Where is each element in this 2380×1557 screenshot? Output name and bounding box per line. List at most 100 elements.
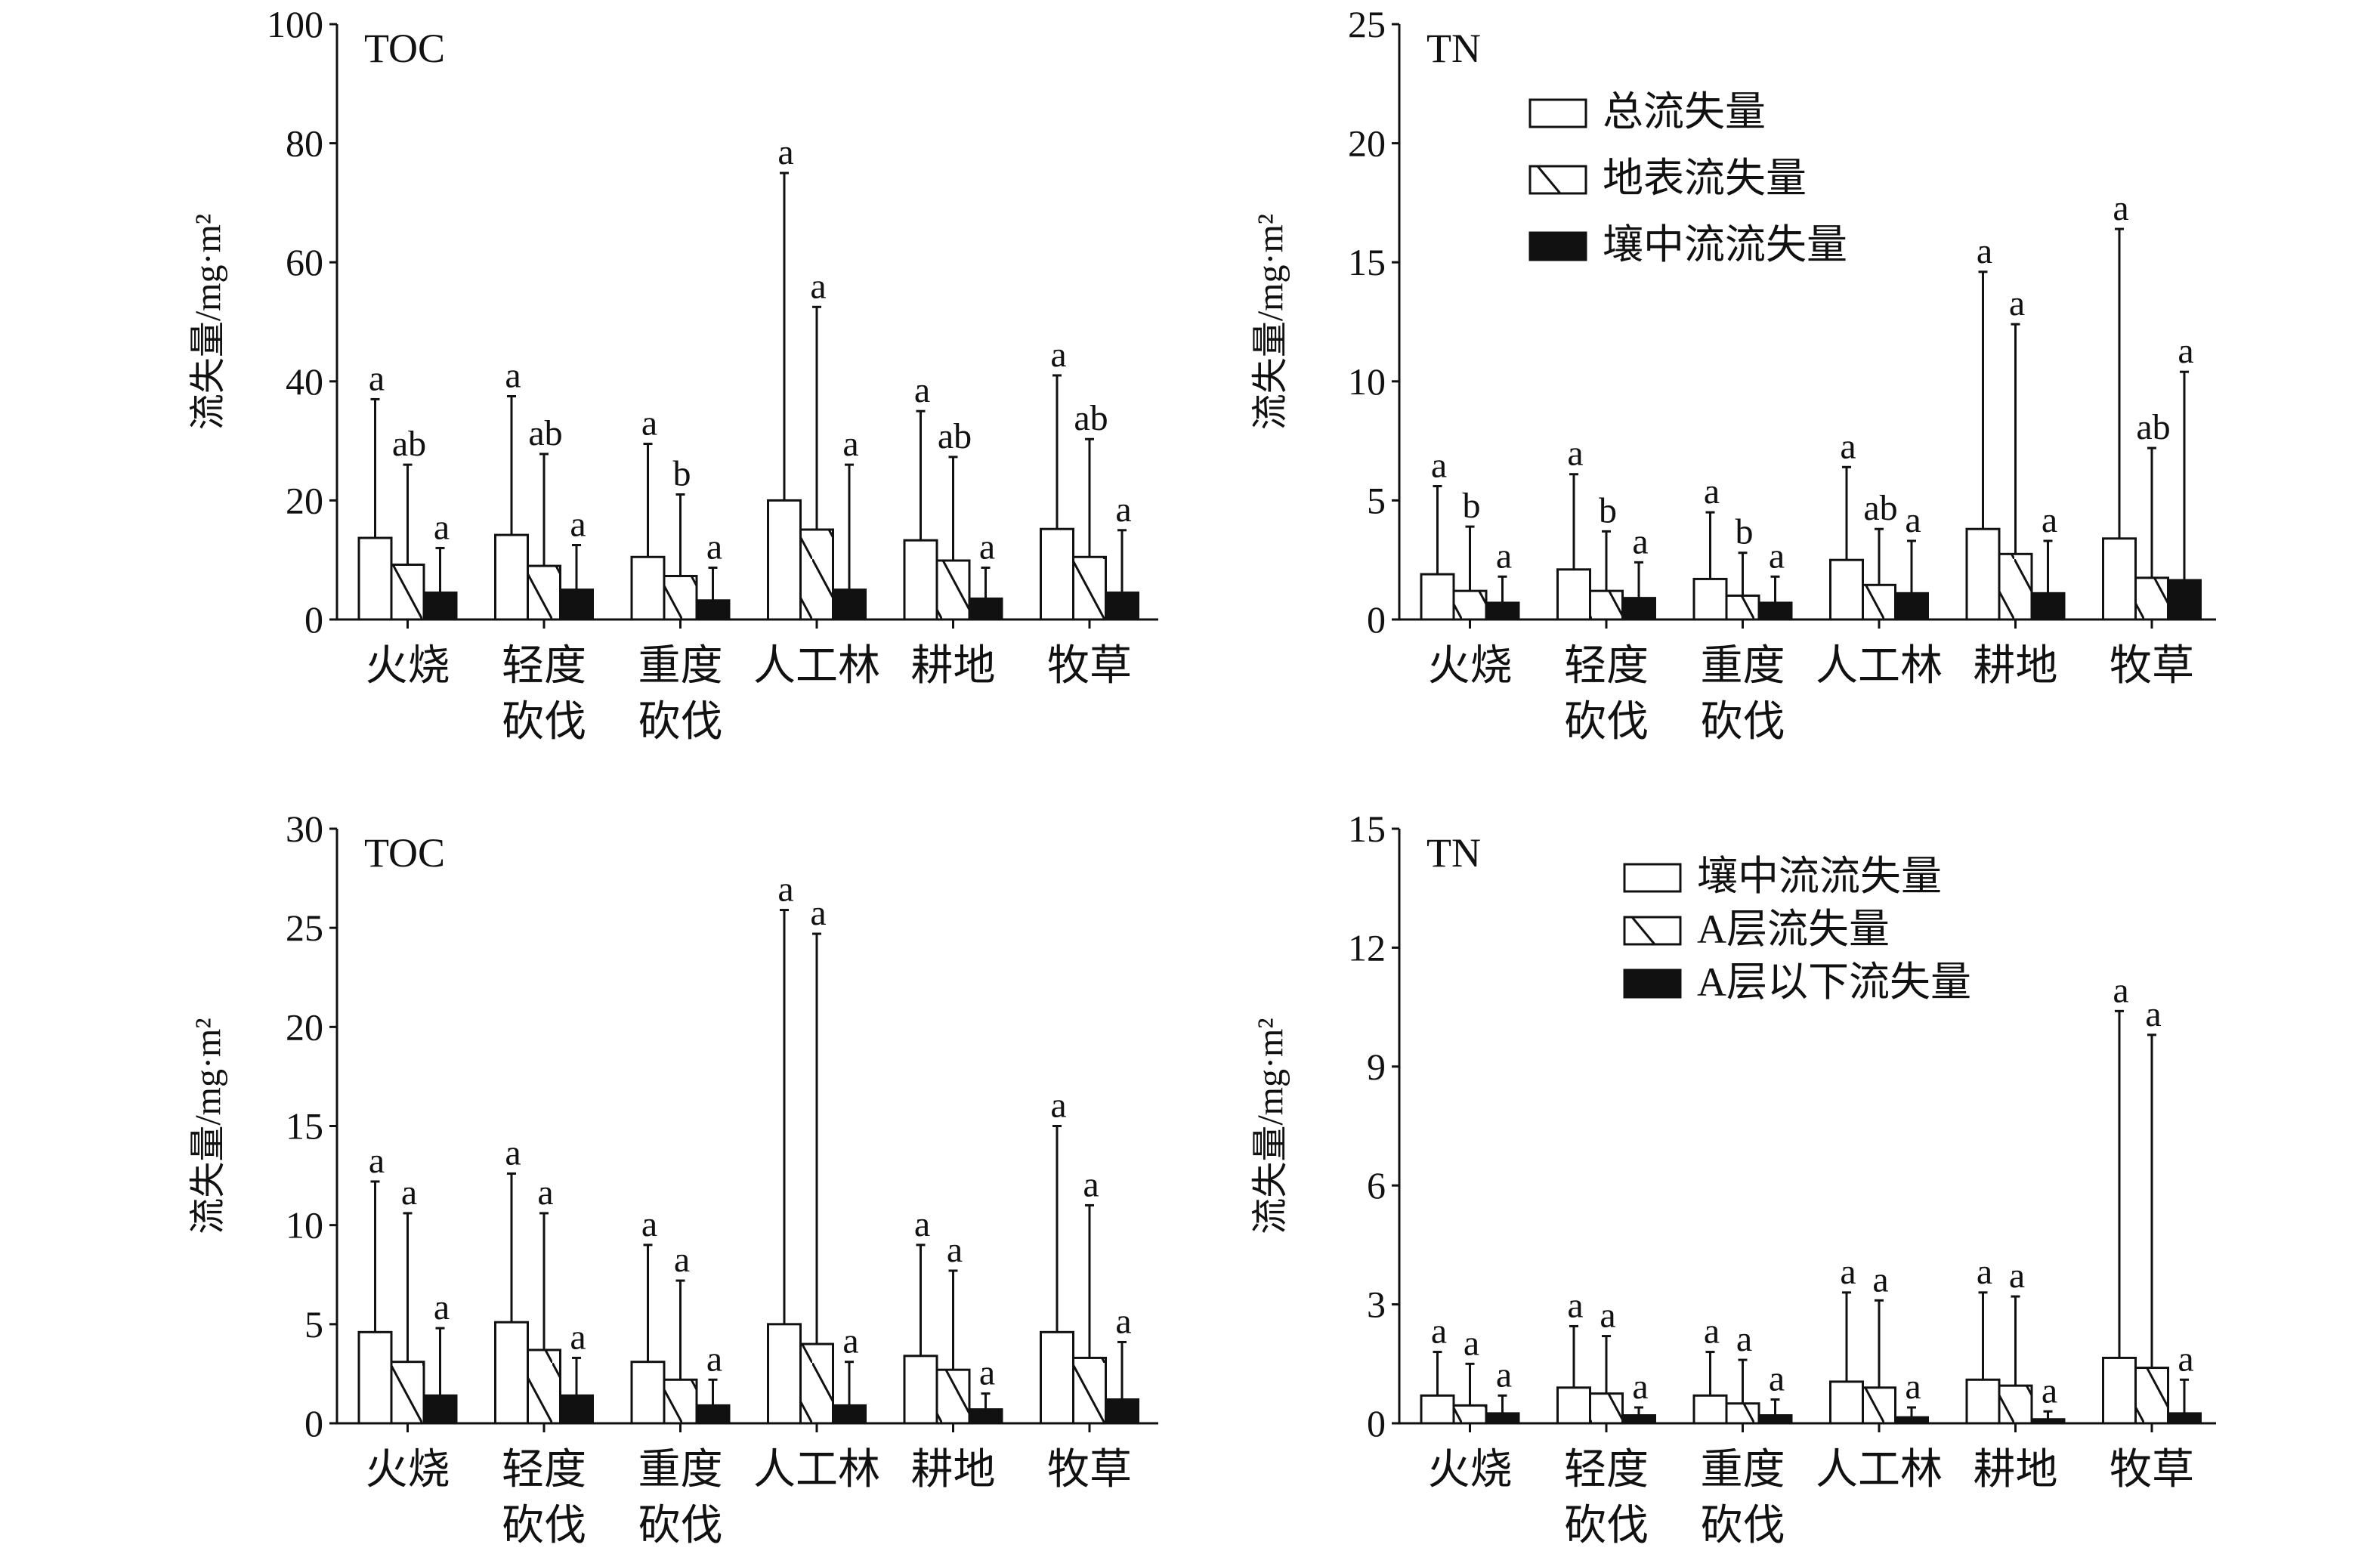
bar-black xyxy=(1621,597,1656,621)
x-tick-label: 砍伐 xyxy=(502,1503,586,1549)
bar-hatch xyxy=(1862,583,1896,621)
significance-letter: a xyxy=(1115,490,1131,530)
y-tick-label: 80 xyxy=(286,122,323,165)
x-tick-label: 重度 xyxy=(1701,643,1785,690)
bar-hatch xyxy=(799,1342,834,1425)
significance-letter: a xyxy=(1769,536,1785,576)
significance-letter: a xyxy=(842,1321,858,1361)
significance-letter: a xyxy=(2178,331,2193,371)
significance-letter: a xyxy=(777,870,793,910)
significance-letter: a xyxy=(537,1172,553,1213)
legend-swatch-black xyxy=(1623,968,1682,999)
bar-black xyxy=(1105,592,1139,621)
bar-black xyxy=(1757,601,1793,621)
legend-swatch-white xyxy=(1528,98,1587,128)
bar-hatch xyxy=(390,564,425,621)
bar-white xyxy=(2102,537,2137,621)
significance-letter: a xyxy=(1115,1301,1131,1341)
bar-black xyxy=(559,589,594,621)
significance-letter: a xyxy=(505,356,521,396)
x-tick-label: 人工林 xyxy=(1816,1447,1943,1494)
x-tick-label: 牧草 xyxy=(1047,643,1132,690)
y-tick-label: 0 xyxy=(1367,1402,1386,1444)
x-tick-label: 耕地 xyxy=(1974,1447,2058,1494)
y-tick-label: 20 xyxy=(1348,122,1386,165)
legend-hatch-line xyxy=(1630,916,1656,945)
panel-1: 020406080100流失量/mg·m²TOC火烧aaba轻度砍伐aaba重度… xyxy=(188,3,1158,746)
x-tick-label: 耕地 xyxy=(911,1447,996,1494)
significance-letter: a xyxy=(2145,994,2161,1034)
legend-label: A层流失量 xyxy=(1697,907,1890,952)
bar-hatch xyxy=(527,1348,561,1425)
bar-white xyxy=(1556,1386,1591,1425)
y-tick-label: 6 xyxy=(1367,1164,1386,1206)
bar-white xyxy=(2102,1356,2137,1425)
significance-letter: a xyxy=(641,1204,657,1244)
significance-letter: ab xyxy=(938,416,972,456)
bar-black xyxy=(1621,1414,1656,1425)
y-tick-label: 9 xyxy=(1367,1046,1386,1088)
bar-black xyxy=(422,1394,458,1425)
x-tick-label: 火烧 xyxy=(1428,1447,1513,1494)
significance-letter: ab xyxy=(392,424,426,464)
legend-label: 总流失量 xyxy=(1603,89,1766,134)
significance-letter: a xyxy=(1905,500,1921,540)
y-tick-label: 0 xyxy=(304,598,323,641)
significance-letter: a xyxy=(777,132,793,172)
x-tick-label: 人工林 xyxy=(753,1447,880,1494)
significance-letter: ab xyxy=(1863,488,1897,528)
legend-swatch-hatch xyxy=(1528,165,1587,195)
bar-hatch xyxy=(799,528,834,621)
x-tick-label: 轻度 xyxy=(502,1447,586,1494)
legend-swatch-white xyxy=(1623,863,1682,893)
significance-letter: a xyxy=(2178,1339,2193,1379)
significance-letter: a xyxy=(810,266,826,306)
panel-title: TOC xyxy=(364,26,445,71)
significance-letter: a xyxy=(1632,1367,1648,1407)
bar-black xyxy=(559,1394,594,1425)
significance-letter: b xyxy=(673,454,691,494)
significance-letter: a xyxy=(810,893,826,933)
y-tick-label: 0 xyxy=(1367,598,1386,641)
significance-letter: a xyxy=(947,1230,963,1270)
bar-white xyxy=(1829,1380,1864,1425)
x-tick-label: 火烧 xyxy=(1428,643,1513,690)
y-tick-label: 25 xyxy=(286,907,323,949)
bar-white xyxy=(1420,573,1455,621)
significance-letter: a xyxy=(1769,1359,1785,1399)
bar-white xyxy=(1829,558,1864,621)
panel-2: 0510152025流失量/mg·m²TN火烧aba轻度砍伐aba重度砍伐aba… xyxy=(1250,3,2216,746)
bar-black xyxy=(2030,592,2066,621)
bar-hatch xyxy=(1072,555,1107,621)
x-tick-label: 砍伐 xyxy=(1564,1503,1649,1549)
x-tick-label: 砍伐 xyxy=(638,699,723,746)
bar-black xyxy=(2167,1412,2202,1425)
panel-title: TOC xyxy=(364,830,445,876)
significance-letter: a xyxy=(369,358,385,398)
significance-letter: a xyxy=(1977,231,1992,271)
bar-hatch xyxy=(1998,1384,2033,1425)
y-tick-label: 40 xyxy=(286,360,323,403)
bar-black xyxy=(968,1408,1003,1425)
y-tick-label: 5 xyxy=(1367,479,1386,521)
significance-letter: a xyxy=(1872,1259,1888,1299)
bar-white xyxy=(1420,1394,1455,1425)
y-axis-label: 流失量/mg·m² xyxy=(188,214,228,430)
significance-letter: a xyxy=(505,1132,521,1172)
x-tick-label: 砍伐 xyxy=(1564,699,1649,746)
significance-letter: a xyxy=(1496,536,1512,576)
bar-hatch xyxy=(1725,594,1760,621)
significance-letter: a xyxy=(979,527,995,567)
bar-hatch xyxy=(1452,1404,1488,1425)
significance-letter: a xyxy=(1840,1252,1856,1292)
legend-swatch-hatch xyxy=(1623,916,1682,946)
bar-black xyxy=(832,1404,867,1425)
significance-letter: a xyxy=(2042,1370,2057,1410)
x-tick-label: 砍伐 xyxy=(638,1503,723,1549)
significance-letter: a xyxy=(369,1141,385,1181)
x-tick-label: 重度 xyxy=(1701,1447,1785,1494)
bar-white xyxy=(767,499,802,621)
panel-title: TN xyxy=(1426,26,1481,71)
significance-letter: a xyxy=(641,403,657,443)
